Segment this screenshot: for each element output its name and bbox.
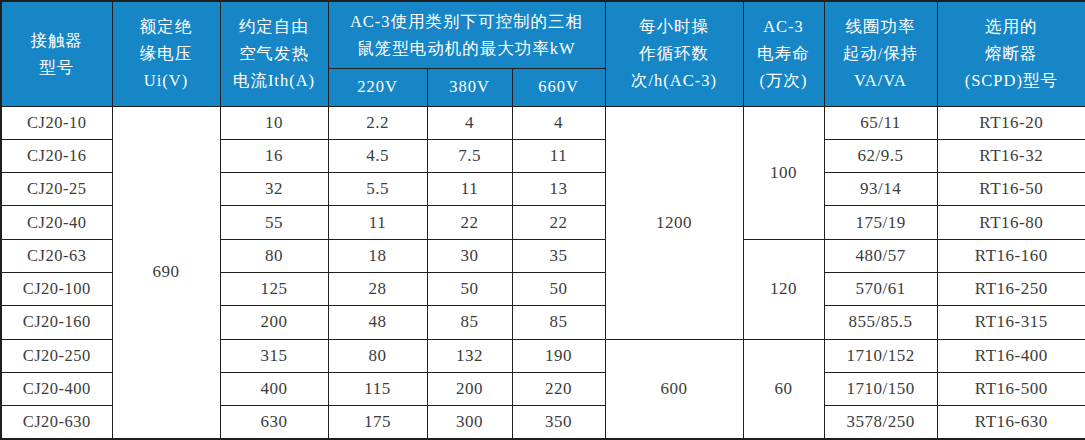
cell-power-380v: 11 — [427, 173, 512, 206]
cell-coil-power: 480/57 — [824, 239, 937, 272]
cell-power-220v: 175 — [328, 406, 427, 439]
cell-power-380v: 50 — [427, 272, 512, 305]
cell-life-merged-100: 100 — [743, 106, 824, 239]
cell-power-380v: 200 — [427, 372, 512, 405]
cell-power-220v: 4.5 — [328, 139, 427, 172]
cell-thermal-current: 400 — [220, 372, 328, 405]
cell-thermal-current: 630 — [220, 406, 328, 439]
cell-fuse: RT16-20 — [937, 106, 1085, 139]
header-coil-power: 线圈功率 起动/保持 VA/VA — [824, 1, 937, 106]
cell-fuse: RT16-80 — [937, 206, 1085, 239]
cell-coil-power: 62/9.5 — [824, 139, 937, 172]
cell-power-220v: 48 — [328, 306, 427, 339]
cell-power-380v: 22 — [427, 206, 512, 239]
cell-model: CJ20-160 — [1, 306, 112, 339]
cell-coil-power: 1710/150 — [824, 372, 937, 405]
cell-fuse: RT16-400 — [937, 339, 1085, 372]
cell-coil-power: 3578/250 — [824, 406, 937, 439]
header-220v: 220V — [328, 68, 427, 106]
cell-power-660v: 85 — [512, 306, 605, 339]
cell-coil-power: 65/11 — [824, 106, 937, 139]
cell-power-380v: 7.5 — [427, 139, 512, 172]
cell-fuse: RT16-500 — [937, 372, 1085, 405]
cell-coil-power: 1710/152 — [824, 339, 937, 372]
cell-fuse: RT16-50 — [937, 173, 1085, 206]
cell-thermal-current: 315 — [220, 339, 328, 372]
header-cycles-per-hour: 每小时操 作循环数 次/h(AC-3) — [605, 1, 743, 106]
cell-coil-power: 855/85.5 — [824, 306, 937, 339]
cell-power-220v: 18 — [328, 239, 427, 272]
cell-power-660v: 22 — [512, 206, 605, 239]
header-ac3-power-group: AC-3使用类别下可控制的三相 鼠笼型电动机的最大功率kW — [328, 1, 605, 68]
cell-power-660v: 11 — [512, 139, 605, 172]
header-insulation-voltage: 额定绝 缘电压 Ui(V) — [112, 1, 220, 106]
cell-power-660v: 4 — [512, 106, 605, 139]
cell-cycles-merged-600: 600 — [605, 339, 743, 439]
cell-model: CJ20-40 — [1, 206, 112, 239]
cell-power-220v: 28 — [328, 272, 427, 305]
cell-thermal-current: 10 — [220, 106, 328, 139]
cell-model: CJ20-100 — [1, 272, 112, 305]
cell-coil-power: 93/14 — [824, 173, 937, 206]
contactor-spec-table: 接触器 型号 额定绝 缘电压 Ui(V) 约定自由 空气发热 电流Ith(A) … — [0, 0, 1085, 440]
cell-model: CJ20-630 — [1, 406, 112, 439]
header-electrical-life: AC-3 电寿命 (万次) — [743, 1, 824, 106]
cell-cycles-merged-1200: 1200 — [605, 106, 743, 339]
cell-fuse: RT16-315 — [937, 306, 1085, 339]
cell-coil-power: 570/61 — [824, 272, 937, 305]
cell-power-660v: 350 — [512, 406, 605, 439]
cell-power-220v: 11 — [328, 206, 427, 239]
cell-model: CJ20-63 — [1, 239, 112, 272]
cell-power-220v: 115 — [328, 372, 427, 405]
cell-fuse: RT16-160 — [937, 239, 1085, 272]
contactor-spec-table-wrap: 接触器 型号 额定绝 缘电压 Ui(V) 约定自由 空气发热 电流Ith(A) … — [0, 0, 1085, 440]
cell-model: CJ20-250 — [1, 339, 112, 372]
cell-model: CJ20-400 — [1, 372, 112, 405]
cell-power-380v: 4 — [427, 106, 512, 139]
header-fuse-type: 选用的 熔断器 (SCPD)型号 — [937, 1, 1085, 106]
cell-thermal-current: 16 — [220, 139, 328, 172]
cell-power-660v: 35 — [512, 239, 605, 272]
cell-power-220v: 5.5 — [328, 173, 427, 206]
cell-fuse: RT16-32 — [937, 139, 1085, 172]
cell-thermal-current: 125 — [220, 272, 328, 305]
header-380v: 380V — [427, 68, 512, 106]
cell-power-660v: 50 — [512, 272, 605, 305]
cell-power-220v: 2.2 — [328, 106, 427, 139]
cell-power-660v: 190 — [512, 339, 605, 372]
cell-life-merged-60: 60 — [743, 339, 824, 439]
cell-power-380v: 132 — [427, 339, 512, 372]
table-row: CJ20-10 690 10 2.2 4 4 1200 100 65/11 RT… — [1, 106, 1085, 139]
cell-power-220v: 80 — [328, 339, 427, 372]
cell-coil-power: 175/19 — [824, 206, 937, 239]
cell-power-660v: 13 — [512, 173, 605, 206]
cell-thermal-current: 200 — [220, 306, 328, 339]
cell-life-merged-120: 120 — [743, 239, 824, 339]
header-thermal-current: 约定自由 空气发热 电流Ith(A) — [220, 1, 328, 106]
cell-power-660v: 220 — [512, 372, 605, 405]
cell-thermal-current: 55 — [220, 206, 328, 239]
cell-power-380v: 30 — [427, 239, 512, 272]
cell-insulation-voltage-merged: 690 — [112, 106, 220, 439]
cell-model: CJ20-10 — [1, 106, 112, 139]
cell-thermal-current: 32 — [220, 173, 328, 206]
header-contactor-model: 接触器 型号 — [1, 1, 112, 106]
header-660v: 660V — [512, 68, 605, 106]
cell-model: CJ20-25 — [1, 173, 112, 206]
cell-thermal-current: 80 — [220, 239, 328, 272]
cell-fuse: RT16-250 — [937, 272, 1085, 305]
cell-power-380v: 85 — [427, 306, 512, 339]
cell-model: CJ20-16 — [1, 139, 112, 172]
cell-power-380v: 300 — [427, 406, 512, 439]
cell-fuse: RT16-630 — [937, 406, 1085, 439]
